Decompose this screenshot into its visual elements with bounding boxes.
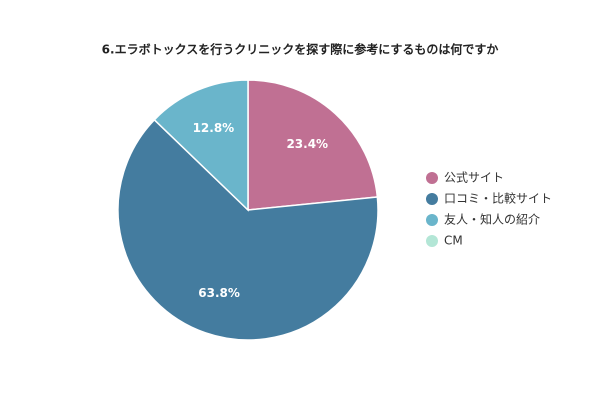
legend-label: 口コミ・比較サイト <box>444 191 552 206</box>
data-label: 23.4% <box>286 137 328 151</box>
pie-slice <box>153 79 249 212</box>
data-label: 63.8% <box>198 286 240 300</box>
legend-swatch <box>426 235 438 247</box>
legend-label: 友人・知人の紹介 <box>444 213 540 227</box>
legend-swatch <box>426 193 438 205</box>
legend-label: 公式サイト <box>444 171 504 185</box>
data-label: 12.8% <box>193 121 235 135</box>
legend-swatch <box>426 172 438 184</box>
legend-label: CM <box>444 234 463 248</box>
pie-slice <box>247 79 379 211</box>
chart-title: 6.エラボトックスを行うクリニックを探す際に参考にするものは何ですか <box>102 42 499 57</box>
pie-slice <box>117 118 379 341</box>
legend-swatch <box>426 214 438 226</box>
